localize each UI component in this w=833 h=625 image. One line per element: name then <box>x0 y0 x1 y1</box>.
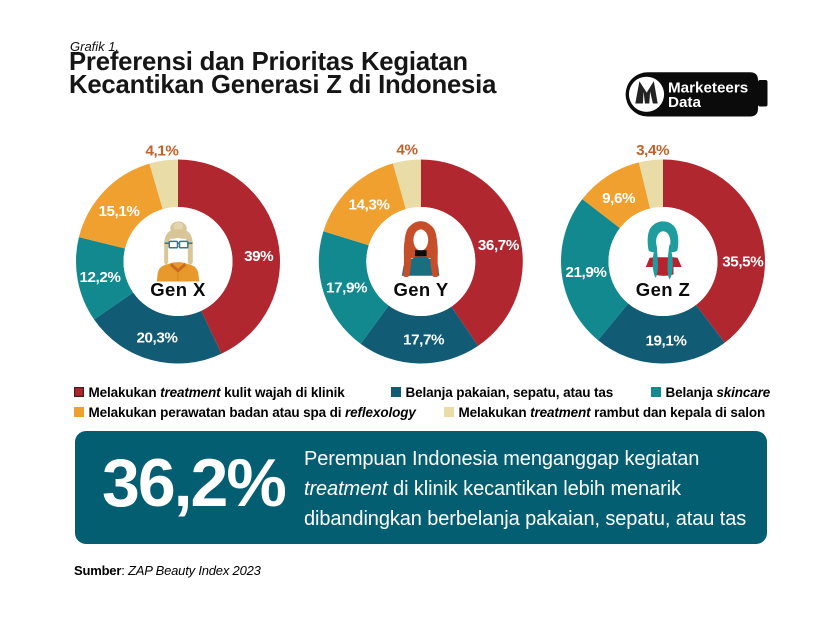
svg-text:Gen Z: Gen Z <box>636 279 690 300</box>
svg-text:35,5%: 35,5% <box>722 253 764 270</box>
svg-text:17,9%: 17,9% <box>326 280 368 297</box>
svg-text:Gen X: Gen X <box>150 279 206 300</box>
svg-text:39%: 39% <box>244 248 274 265</box>
svg-text:Data: Data <box>668 94 701 111</box>
svg-text:4,1%: 4,1% <box>145 143 179 160</box>
svg-text:Gen Y: Gen Y <box>393 279 448 300</box>
svg-text:12,2%: 12,2% <box>79 269 121 286</box>
svg-text:36,7%: 36,7% <box>478 237 520 254</box>
svg-text:19,1%: 19,1% <box>645 333 687 350</box>
svg-text:Marketeers: Marketeers <box>668 79 748 96</box>
svg-text:14,3%: 14,3% <box>348 197 390 214</box>
svg-text:20,3%: 20,3% <box>136 330 178 347</box>
svg-text:17,7%: 17,7% <box>403 332 445 349</box>
svg-text:15,1%: 15,1% <box>98 203 140 220</box>
svg-text:9,6%: 9,6% <box>602 190 636 207</box>
svg-text:21,9%: 21,9% <box>565 264 607 281</box>
svg-text:3,4%: 3,4% <box>636 142 670 159</box>
svg-text:4%: 4% <box>396 141 418 158</box>
